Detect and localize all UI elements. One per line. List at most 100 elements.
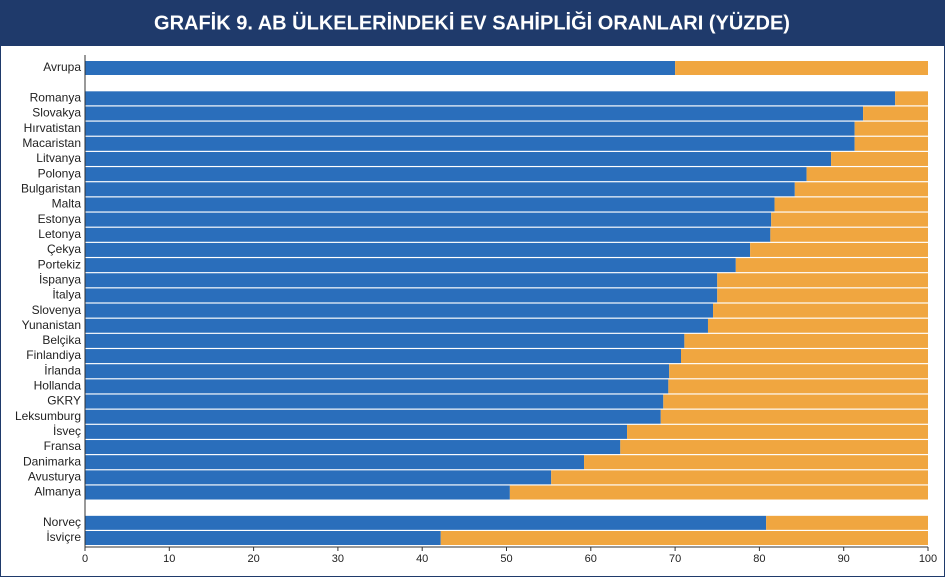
bar-segment — [440, 531, 928, 545]
y-tick-label: Malta — [52, 197, 82, 211]
title-banner — [0, 0, 945, 46]
y-tick-label: Slovakya — [32, 106, 81, 120]
bar-segment — [85, 470, 552, 485]
y-tick-label: Macaristan — [22, 136, 81, 150]
y-tick-label: Leksumburg — [15, 409, 81, 423]
bar-segment — [85, 197, 775, 212]
y-tick-label: İtalya — [52, 288, 81, 302]
bar-segment — [707, 318, 928, 333]
bar-segment — [85, 136, 855, 151]
x-tick-label: 60 — [585, 553, 597, 565]
y-tick-label: Romanya — [30, 90, 82, 104]
bar-segment — [854, 136, 928, 151]
y-tick-label: Letonya — [38, 227, 81, 241]
y-tick-label: Çekya — [47, 242, 81, 256]
y-tick-label: Finlandiya — [26, 348, 81, 362]
bar-segment — [713, 303, 928, 318]
bar-segment — [85, 258, 736, 273]
y-tick-label: İspanya — [39, 272, 81, 286]
y-tick-label: Slovenya — [32, 303, 82, 317]
bar-segment — [627, 424, 928, 439]
y-tick-label: Danimarka — [23, 454, 81, 468]
bar-segment — [85, 318, 708, 333]
bar-segment — [85, 212, 772, 227]
bar-segment — [509, 485, 928, 500]
bar-segment — [85, 379, 669, 394]
y-tick-label: İsviçre — [46, 530, 81, 544]
y-tick-label: Litvanya — [36, 151, 81, 165]
x-tick-label: 90 — [838, 553, 850, 565]
bar-segment — [684, 333, 928, 348]
bar-segment — [863, 106, 928, 121]
bar-segment — [895, 91, 928, 106]
x-tick-label: 0 — [82, 553, 88, 565]
bar-segment — [750, 242, 928, 257]
y-tick-label: Hırvatistan — [24, 121, 81, 135]
bar-segment — [85, 167, 807, 182]
bar-segment — [85, 531, 441, 545]
bar-segment — [85, 106, 864, 121]
y-tick-label: İrlanda — [44, 363, 81, 377]
bar-segment — [620, 440, 928, 455]
bar-segment — [85, 273, 718, 288]
bar-segment — [735, 258, 928, 273]
bar-segment — [831, 151, 928, 166]
bar-segment — [85, 409, 661, 424]
bar-segment — [85, 121, 855, 136]
bar-segment — [85, 91, 896, 106]
y-tick-label: Almanya — [34, 485, 81, 499]
bar-segment — [675, 61, 928, 75]
bar-segment — [774, 197, 928, 212]
bar-segment — [794, 182, 928, 197]
x-tick-label: 40 — [416, 553, 428, 565]
y-tick-label: Polonya — [38, 166, 82, 180]
bar-segment — [85, 303, 714, 318]
bar-segment — [717, 288, 928, 303]
x-tick-label: 100 — [919, 553, 937, 565]
bar-segment — [770, 227, 928, 242]
bar-segment — [85, 394, 664, 409]
y-tick-label: Portekiz — [38, 257, 81, 271]
y-tick-label: Hollanda — [34, 379, 82, 393]
y-tick-label: İsveç — [53, 424, 81, 438]
x-tick-label: 50 — [500, 553, 512, 565]
y-tick-label: Avrupa — [43, 60, 81, 74]
bar-segment — [717, 273, 928, 288]
y-tick-label: Fransa — [44, 439, 82, 453]
y-tick-label: Belçika — [42, 333, 81, 347]
bar-segment — [663, 394, 928, 409]
bar-segment — [85, 61, 676, 75]
bar-segment — [85, 515, 767, 530]
bar-segment — [85, 242, 751, 257]
bar-segment — [85, 485, 510, 500]
bar-segment — [85, 424, 628, 439]
y-tick-label: Estonya — [38, 212, 82, 226]
bar-segment — [584, 455, 928, 470]
bar-segment — [85, 227, 771, 242]
bar-segment — [771, 212, 928, 227]
bar-segment — [85, 349, 682, 364]
x-tick-label: 20 — [247, 553, 259, 565]
bar-segment — [85, 455, 585, 470]
x-tick-label: 70 — [669, 553, 681, 565]
x-tick-label: 30 — [332, 553, 344, 565]
bar-segment — [85, 151, 832, 166]
bar-segment — [806, 167, 928, 182]
x-tick-label: 10 — [163, 553, 175, 565]
y-tick-label: Bulgaristan — [21, 181, 81, 195]
bar-segment — [681, 349, 928, 364]
bar-segment — [766, 515, 928, 530]
bar-segment — [854, 121, 928, 136]
y-tick-label: GKRY — [47, 394, 81, 408]
bar-segment — [85, 182, 795, 197]
bar-segment — [85, 333, 685, 348]
x-tick-label: 80 — [753, 553, 765, 565]
bar-segment — [85, 288, 718, 303]
y-tick-label: Norveç — [43, 515, 81, 529]
bar-segment — [660, 409, 928, 424]
bar-segment — [85, 440, 621, 455]
bar-segment — [668, 379, 928, 394]
bar-segment — [551, 470, 928, 485]
bar-segment — [85, 364, 670, 379]
